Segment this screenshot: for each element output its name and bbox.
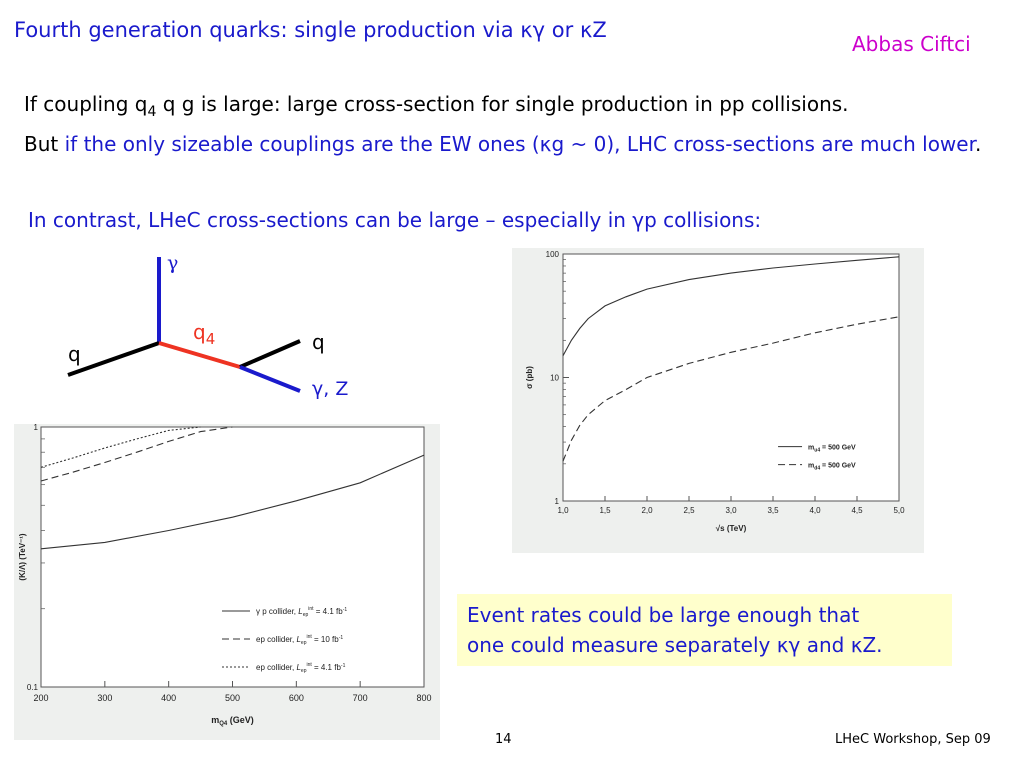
y-tick-label: 1 bbox=[555, 497, 560, 506]
x-tick-label: 700 bbox=[353, 693, 368, 703]
x-tick-label: 200 bbox=[33, 693, 48, 703]
footer-text: LHeC Workshop, Sep 09 bbox=[835, 732, 991, 747]
series-line-1 bbox=[562, 256, 900, 357]
coupling-limit-plot: 0.1 1 200 300 400 500 600 700 800 mQ4 (GeV) (K/Λ) … bbox=[14, 423, 440, 740]
legend-label-2: ep collider, Lepint = 10 fb-1 bbox=[256, 634, 343, 646]
y-tick-label: 10 bbox=[550, 374, 559, 383]
x-tick-label: 2,0 bbox=[641, 506, 653, 515]
x-tick-label: 1,0 bbox=[557, 506, 569, 515]
outgoing-quark-label: q bbox=[312, 330, 325, 354]
y-tick-label: 0.1 bbox=[27, 683, 39, 692]
plot-area bbox=[40, 426, 425, 688]
legend-label-1: mu4 = 500 GeV bbox=[808, 445, 856, 454]
intro-text-2: q g is large: large cross-section for si… bbox=[156, 92, 849, 116]
outgoing-quark-line bbox=[239, 339, 301, 369]
x-tick-label: 400 bbox=[161, 693, 176, 703]
y-axis-label: (K/Λ) (TeV⁻¹) bbox=[18, 533, 27, 581]
x-axis-label: mQ4 (GeV) bbox=[211, 715, 254, 727]
legend-label-3: ep collider, Lepint = 4.1 fb-1 bbox=[256, 662, 346, 674]
series-line-2 bbox=[562, 316, 900, 462]
intro-subscript: 4 bbox=[147, 104, 157, 120]
intro-paragraph: If coupling q4 q g is large: large cross… bbox=[24, 88, 1014, 160]
legend-label-1: γ p collider, Lepint = 4.1 fb-1 bbox=[256, 606, 347, 618]
intro-highlight: if the only sizeable couplings are the E… bbox=[64, 132, 975, 156]
x-tick-label: 4,0 bbox=[809, 506, 821, 515]
x-tick-label: 3,5 bbox=[767, 506, 779, 515]
incoming-quark-label: q bbox=[68, 342, 81, 366]
x-tick-label: 4,5 bbox=[851, 506, 863, 515]
slide-title: Fourth generation quarks: single product… bbox=[14, 18, 607, 42]
callout-line-2: one could measure separately κγ and κZ. bbox=[467, 633, 883, 657]
incoming-quark-line bbox=[67, 341, 160, 377]
event-rate-callout: Event rates could be large enough that o… bbox=[457, 594, 952, 666]
x-axis-label: √s (TeV) bbox=[716, 524, 747, 533]
feynman-diagram: γ q q4 q γ, Z bbox=[67, 252, 348, 400]
y-axis-label: σ (pb) bbox=[525, 366, 534, 389]
x-tick-label: 500 bbox=[225, 693, 240, 703]
callout-line-1: Event rates could be large enough that bbox=[467, 603, 860, 627]
x-tick-label: 800 bbox=[416, 693, 431, 703]
x-tick-label: 600 bbox=[289, 693, 304, 703]
plot-area bbox=[562, 253, 900, 502]
intro-text-5: . bbox=[974, 132, 982, 156]
cross-section-plot: 1 10 100 1,0 1,5 2,0 2,5 3,0 3,5 4,0 4,5 5,0 √s (TeV… bbox=[512, 248, 924, 553]
outgoing-boson-label: γ, Z bbox=[312, 378, 348, 400]
x-tick-label: 3,0 bbox=[725, 506, 737, 515]
x-tick-label: 5,0 bbox=[893, 506, 905, 515]
y-tick-label: 1 bbox=[34, 424, 39, 432]
coupling-limit-svg: 0.1 1 200 300 400 500 600 700 800 mQ4 (GeV) (K/Λ) … bbox=[18, 423, 432, 727]
photon-label: γ bbox=[167, 252, 178, 274]
legend-label-2: md4 = 500 GeV bbox=[808, 463, 856, 472]
cross-section-svg: 1 10 100 1,0 1,5 2,0 2,5 3,0 3,5 4,0 4,5 5,0 √s (TeV… bbox=[525, 250, 905, 533]
x-tick-label: 300 bbox=[97, 693, 112, 703]
intro-text-3: But bbox=[24, 132, 65, 156]
x-tick-label: 2,5 bbox=[683, 506, 695, 515]
slide-number: 14 bbox=[495, 732, 512, 747]
y-tick-label: 100 bbox=[546, 250, 560, 259]
x-tick-label: 1,5 bbox=[599, 506, 611, 515]
intro-text-1: If coupling q bbox=[24, 92, 148, 116]
series-line-1 bbox=[40, 454, 425, 550]
q4-propagator-line bbox=[158, 341, 241, 369]
series-line-2 bbox=[40, 426, 233, 482]
author-name: Abbas Ciftci bbox=[852, 32, 971, 56]
outgoing-boson-line bbox=[239, 365, 301, 393]
contrast-paragraph: In contrast, LHeC cross-sections can be … bbox=[28, 208, 762, 232]
q4-label: q4 bbox=[193, 320, 215, 348]
